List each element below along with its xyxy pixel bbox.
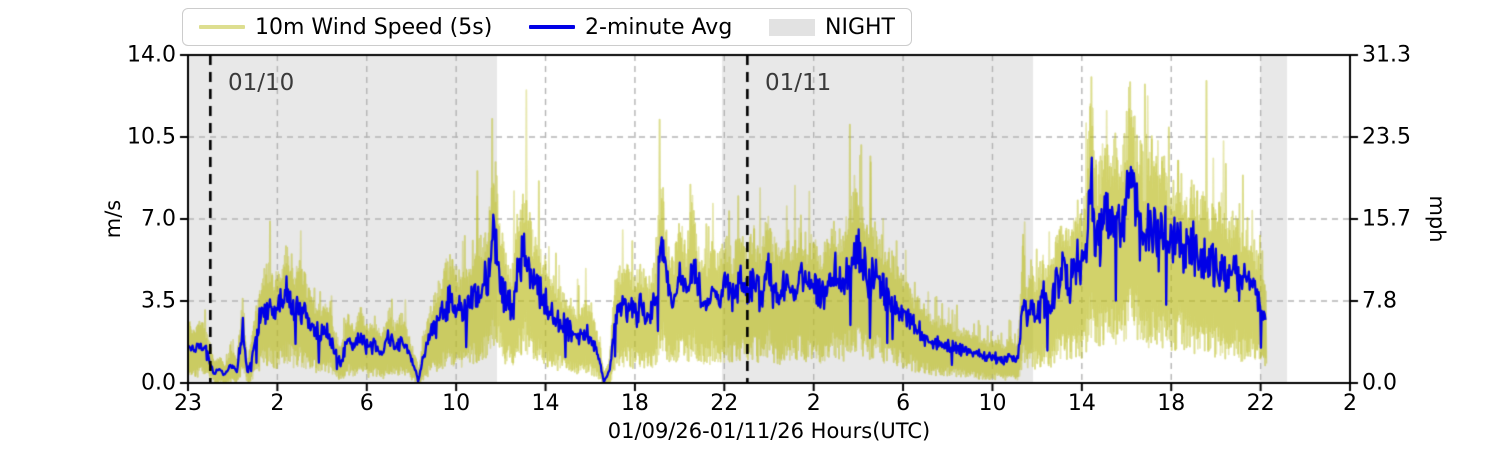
x-tick-label: 2 bbox=[270, 391, 285, 416]
x-tick-label: 2 bbox=[806, 391, 821, 416]
legend-label-night: NIGHT bbox=[825, 14, 895, 40]
x-tick-label: 18 bbox=[1157, 391, 1186, 416]
y-tick-label-left: 14.0 bbox=[127, 42, 176, 68]
legend-patch-sample-night-icon bbox=[769, 18, 815, 36]
y-tick-label-right: 23.5 bbox=[1362, 124, 1411, 150]
annotation-day-01-10: 01/10 bbox=[228, 70, 295, 96]
x-tick-label: 23 bbox=[174, 391, 202, 416]
x-tick-label: 6 bbox=[359, 391, 374, 416]
y-axis-label-right: mph bbox=[1425, 195, 1449, 243]
x-tick-label: 10 bbox=[442, 391, 471, 416]
x-tick-label: 22 bbox=[1246, 391, 1275, 416]
y-tick-label-left: 7.0 bbox=[141, 206, 176, 232]
legend-item-night: NIGHT bbox=[769, 15, 895, 40]
legend: 10m Wind Speed (5s) 2-minute Avg NIGHT bbox=[182, 8, 912, 46]
legend-line-sample-5s-wind-icon bbox=[199, 25, 245, 29]
y-tick-label-left: 3.5 bbox=[141, 288, 176, 314]
annotation-day-01-11: 01/11 bbox=[765, 70, 832, 96]
legend-item-2min-avg: 2-minute Avg bbox=[529, 15, 732, 40]
x-tick-label: 10 bbox=[978, 391, 1007, 416]
legend-line-sample-2min-avg-icon bbox=[529, 25, 576, 29]
x-tick-label: 18 bbox=[620, 391, 649, 416]
y-tick-label-right: 7.8 bbox=[1362, 288, 1397, 314]
x-axis-label: 01/09/26-01/11/26 Hours(UTC) bbox=[607, 419, 931, 443]
legend-label-2min-avg: 2-minute Avg bbox=[585, 14, 733, 40]
x-tick-label: 6 bbox=[896, 391, 911, 416]
y-tick-label-left: 10.5 bbox=[127, 124, 176, 150]
x-tick-label: 2 bbox=[1343, 391, 1357, 416]
y-tick-label-left: 0.0 bbox=[141, 370, 176, 396]
y-tick-label-right: 15.7 bbox=[1362, 206, 1411, 232]
x-tick-label: 14 bbox=[1067, 391, 1096, 416]
y-tick-label-right: 31.3 bbox=[1362, 42, 1411, 68]
y-tick-label-right: 0.0 bbox=[1362, 370, 1397, 396]
x-tick-label: 14 bbox=[531, 391, 560, 416]
legend-label-5s-wind: 10m Wind Speed (5s) bbox=[255, 14, 493, 40]
legend-item-5s-wind: 10m Wind Speed (5s) bbox=[199, 15, 492, 40]
x-tick-label: 22 bbox=[710, 391, 739, 416]
